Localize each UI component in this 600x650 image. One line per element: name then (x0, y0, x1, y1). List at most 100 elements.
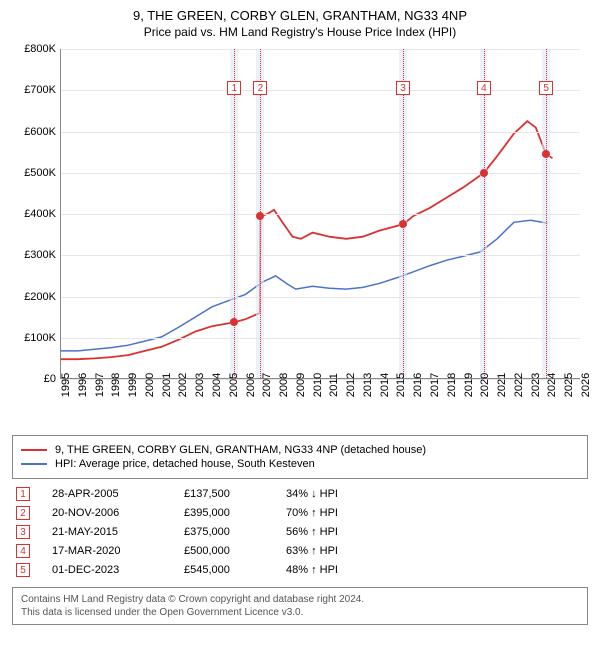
plot-region: 12 3 4 5 (60, 49, 580, 379)
x-tick-label: 2016 (412, 373, 424, 397)
marker-number-box: 4 (477, 81, 491, 95)
transactions-table: 1 28-APR-2005 £137,500 34% ↓ HPI 2 20-NOV-200… (12, 487, 588, 577)
gridline (61, 214, 580, 215)
x-tick-label: 1998 (110, 373, 122, 397)
legend-label: 9, THE GREEN, CORBY GLEN, GRANTHAM, NG33… (55, 444, 426, 456)
x-tick-label: 2026 (580, 373, 592, 397)
transaction-price: £545,000 (184, 564, 264, 576)
transaction-price: £137,500 (184, 488, 264, 500)
y-tick-label: £800K (24, 43, 56, 55)
transaction-number: 1 (16, 487, 30, 501)
marker-number-box: 1 (227, 81, 241, 95)
chart-title: 9, THE GREEN, CORBY GLEN, GRANTHAM, NG33… (12, 8, 588, 23)
transaction-delta: 48% ↑ HPI (286, 564, 376, 576)
x-tick-label: 2012 (345, 373, 357, 397)
transaction-date: 01-DEC-2023 (52, 564, 162, 576)
transaction-row: 1 28-APR-2005 £137,500 34% ↓ HPI (12, 487, 588, 501)
x-tick-label: 1999 (127, 373, 139, 397)
transaction-delta: 63% ↑ HPI (286, 545, 376, 557)
chart-subtitle: Price paid vs. HM Land Registry's House … (12, 25, 588, 39)
x-tick-label: 2004 (211, 373, 223, 397)
x-tick-label: 2025 (563, 373, 575, 397)
x-tick-label: 2001 (161, 373, 173, 397)
gridline (61, 49, 580, 50)
series-line (61, 121, 553, 359)
x-tick-label: 2020 (479, 373, 491, 397)
transaction-number: 3 (16, 525, 30, 539)
marker-number-box: 5 (539, 81, 553, 95)
y-tick-label: £500K (24, 167, 56, 179)
legend-item: HPI: Average price, detached house, Sout… (21, 458, 579, 470)
y-tick-label: £600K (24, 126, 56, 138)
transaction-price: £500,000 (184, 545, 264, 557)
x-tick-label: 2006 (245, 373, 257, 397)
x-tick-label: 2010 (312, 373, 324, 397)
x-tick-label: 2003 (194, 373, 206, 397)
x-tick-label: 2015 (395, 373, 407, 397)
transaction-point (480, 169, 488, 177)
x-tick-label: 1996 (77, 373, 89, 397)
legend-item: 9, THE GREEN, CORBY GLEN, GRANTHAM, NG33… (21, 444, 579, 456)
footer-line: Contains HM Land Registry data © Crown c… (21, 593, 579, 606)
legend-label: HPI: Average price, detached house, Sout… (55, 458, 315, 470)
gridline (61, 132, 580, 133)
transaction-point (230, 318, 238, 326)
x-tick-label: 2011 (328, 373, 340, 397)
transaction-point (256, 212, 264, 220)
transaction-date: 20-NOV-2006 (52, 507, 162, 519)
transaction-date: 17-MAR-2020 (52, 545, 162, 557)
transaction-row: 4 17-MAR-2020 £500,000 63% ↑ HPI (12, 544, 588, 558)
y-tick-label: £100K (24, 332, 56, 344)
y-tick-label: £400K (24, 208, 56, 220)
x-tick-label: 2018 (446, 373, 458, 397)
transaction-date: 21-MAY-2015 (52, 526, 162, 538)
gridline (61, 297, 580, 298)
transaction-delta: 56% ↑ HPI (286, 526, 376, 538)
marker-number-box: 3 (396, 81, 410, 95)
gridline (61, 173, 580, 174)
transaction-number: 5 (16, 563, 30, 577)
transaction-point (399, 220, 407, 228)
legend: 9, THE GREEN, CORBY GLEN, GRANTHAM, NG33… (12, 435, 588, 479)
y-tick-label: £0 (44, 373, 56, 385)
transaction-number: 2 (16, 506, 30, 520)
y-tick-label: £300K (24, 249, 56, 261)
y-tick-label: £200K (24, 291, 56, 303)
legend-swatch (21, 449, 47, 451)
transaction-row: 2 20-NOV-2006 £395,000 70% ↑ HPI (12, 506, 588, 520)
legend-swatch (21, 463, 47, 465)
marker-line (403, 49, 404, 378)
x-tick-label: 2007 (261, 373, 273, 397)
transaction-date: 28-APR-2005 (52, 488, 162, 500)
marker-number-box: 2 (253, 81, 267, 95)
transaction-row: 3 21-MAY-2015 £375,000 56% ↑ HPI (12, 525, 588, 539)
transaction-delta: 34% ↓ HPI (286, 488, 376, 500)
gridline (61, 338, 580, 339)
y-tick-label: £700K (24, 84, 56, 96)
x-tick-label: 2017 (429, 373, 441, 397)
marker-line (484, 49, 485, 378)
transaction-delta: 70% ↑ HPI (286, 507, 376, 519)
chart-area: 12 3 4 5 £0 £100K £200K £300K £400K £500K £600K £7… (12, 49, 588, 429)
transaction-point (542, 150, 550, 158)
transaction-number: 4 (16, 544, 30, 558)
x-tick-label: 2014 (379, 373, 391, 397)
x-tick-label: 2002 (177, 373, 189, 397)
footer-line: This data is licensed under the Open Gov… (21, 606, 579, 619)
x-tick-label: 2019 (463, 373, 475, 397)
x-tick-label: 2013 (362, 373, 374, 397)
x-tick-label: 1997 (94, 373, 106, 397)
transaction-price: £375,000 (184, 526, 264, 538)
gridline (61, 90, 580, 91)
series-line (61, 220, 548, 351)
transaction-price: £395,000 (184, 507, 264, 519)
x-tick-label: 2022 (513, 373, 525, 397)
x-tick-label: 2008 (278, 373, 290, 397)
marker-line (234, 49, 235, 378)
gridline (61, 255, 580, 256)
x-tick-label: 2021 (496, 373, 508, 397)
x-tick-label: 2005 (228, 373, 240, 397)
x-tick-label: 2023 (530, 373, 542, 397)
transaction-row: 5 01-DEC-2023 £545,000 48% ↑ HPI (12, 563, 588, 577)
marker-line (546, 49, 547, 378)
